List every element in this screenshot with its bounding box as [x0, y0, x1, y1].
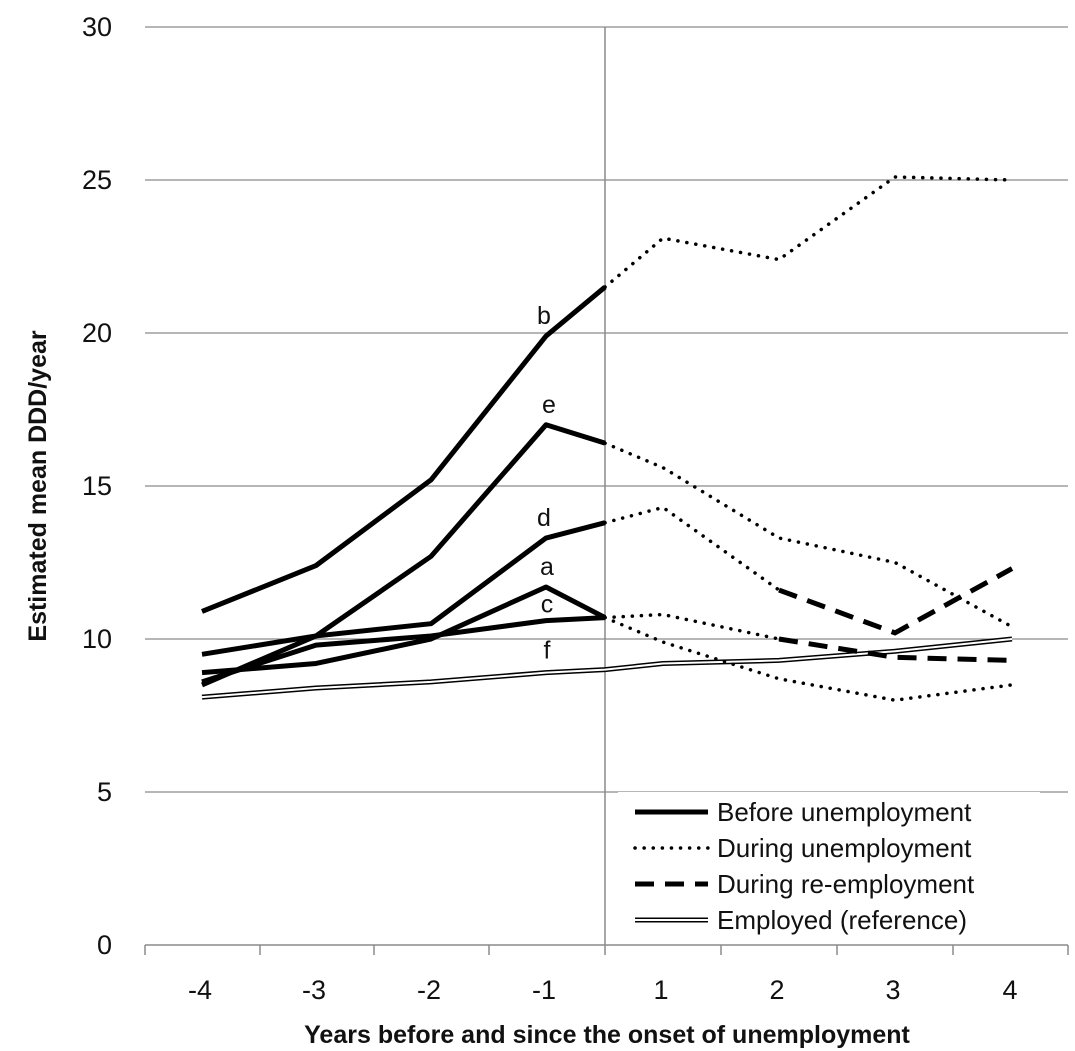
y-tick-label: 5	[97, 777, 112, 807]
series-f-double-thin-line-inner	[201, 638, 1013, 699]
grid-lines	[145, 26, 1068, 793]
series-lines	[201, 175, 1014, 702]
series-letter-b: b	[537, 302, 551, 330]
y-tick-label: 0	[97, 930, 112, 960]
series-b-solid-thick-line	[201, 285, 607, 614]
series-c-dotted-line	[603, 612, 781, 641]
series-e-dotted-line	[603, 441, 1014, 629]
series-letter-f: f	[544, 637, 551, 665]
x-tick-label: 1	[653, 975, 668, 1005]
series-c-solid-thick-line	[201, 615, 606, 685]
legend-label: During unemployment	[717, 833, 972, 863]
series-letter-a: a	[540, 553, 554, 581]
x-tick-label: 3	[885, 975, 900, 1005]
series-e-solid-thick-line	[201, 422, 606, 688]
x-tick-label: -1	[532, 975, 556, 1005]
series-c-dashed-line	[778, 636, 1013, 663]
series-letter-c: c	[541, 591, 554, 619]
legend-label: Employed (reference)	[717, 905, 967, 935]
x-tick-label: -4	[188, 975, 212, 1005]
y-tick-label: 25	[82, 165, 112, 195]
series-letter-d: d	[537, 504, 551, 532]
x-tick-label: 2	[769, 975, 784, 1005]
series-d-dashed-line	[778, 566, 1014, 636]
x-tick-label: -3	[302, 975, 326, 1005]
x-tick-label: 4	[1002, 975, 1017, 1005]
series-a-solid-thick-line	[201, 584, 607, 676]
series-d-dotted-line	[603, 505, 781, 592]
y-tick-label: 15	[82, 471, 112, 501]
y-axis-title: Estimated mean DDD/year	[24, 330, 52, 642]
y-tick-label: 20	[82, 318, 112, 348]
legend-label: During re-employment	[717, 869, 975, 899]
x-axis-title: Years before and since the onset of unem…	[304, 1021, 910, 1049]
series-d-solid-thick-line	[201, 520, 606, 657]
series-letter-e: e	[542, 391, 556, 419]
series-b-dotted-line	[603, 175, 1014, 289]
axes: 0 5 10 15 20 25 30 -4 -3 -2 -1 1 2 3 4	[82, 12, 1069, 1005]
legend: Before unemployment During unemployment Du…	[618, 792, 1040, 944]
y-tick-label: 10	[82, 624, 112, 654]
y-tick-label: 30	[82, 12, 112, 42]
legend-label: Before unemployment	[717, 797, 972, 827]
x-tick-label: -2	[417, 975, 441, 1005]
